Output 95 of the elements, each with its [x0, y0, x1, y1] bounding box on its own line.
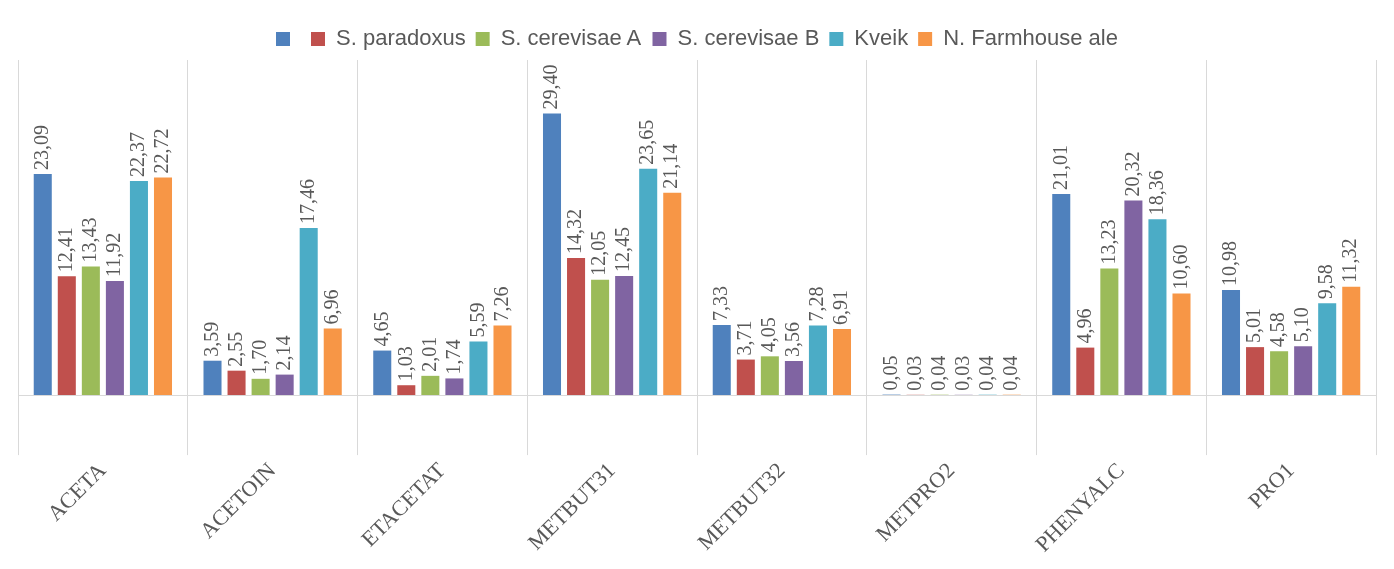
data-label: 3,59 — [199, 321, 222, 357]
bar — [323, 328, 342, 396]
data-label: 7,28 — [805, 286, 828, 322]
bar — [1148, 219, 1167, 396]
bar — [712, 324, 731, 396]
data-label: 12,41 — [54, 227, 77, 273]
data-label: 21,01 — [1048, 144, 1071, 190]
data-label: 6,91 — [829, 289, 852, 325]
bar — [227, 370, 246, 396]
data-label: 4,58 — [1266, 312, 1289, 348]
bar — [105, 280, 124, 396]
data-label: 0,04 — [998, 355, 1021, 391]
data-label: 13,23 — [1096, 219, 1119, 265]
bar — [57, 276, 76, 396]
data-label: 13,43 — [78, 217, 101, 263]
bar — [760, 356, 779, 396]
data-label: 9,58 — [1314, 264, 1337, 300]
bar — [1052, 193, 1071, 396]
bar — [1342, 286, 1361, 396]
bar — [736, 359, 755, 396]
bar — [493, 325, 512, 396]
bar — [784, 361, 803, 396]
legend-label: Kveik — [854, 25, 910, 51]
data-label: 6,96 — [319, 289, 342, 325]
data-label: 23,09 — [30, 125, 53, 171]
bar — [1294, 346, 1313, 396]
data-label: 5,10 — [1290, 307, 1313, 343]
data-label: 0,05 — [878, 355, 901, 391]
data-label: 20,32 — [1120, 151, 1143, 197]
data-label: 11,32 — [1338, 238, 1361, 283]
data-label: 18,36 — [1144, 170, 1167, 216]
data-label: 1,03 — [393, 346, 416, 382]
data-label: 1,74 — [441, 339, 464, 375]
data-label: 12,45 — [611, 226, 634, 272]
bar — [832, 328, 852, 396]
legend-label: S. cerevisae B — [677, 25, 820, 51]
bar — [1221, 289, 1241, 396]
legend-label: S. cerevisae A — [500, 25, 642, 51]
data-label: 3,56 — [781, 322, 804, 357]
data-label: 1,70 — [247, 339, 270, 375]
data-label: 0,04 — [926, 355, 949, 391]
data-label: 3,71 — [733, 320, 756, 356]
data-label: 5,59 — [465, 302, 488, 338]
data-label: 14,32 — [563, 208, 586, 254]
bar — [591, 279, 610, 396]
data-label: 4,65 — [369, 311, 392, 347]
data-label: 7,26 — [489, 286, 512, 322]
data-label: 4,96 — [1072, 308, 1095, 344]
data-label: 0,04 — [974, 355, 997, 391]
data-label: 5,01 — [1242, 308, 1265, 344]
bar — [33, 174, 52, 396]
bar — [397, 385, 416, 396]
bar — [275, 374, 294, 396]
bar — [445, 378, 464, 396]
bar — [1124, 200, 1143, 396]
bar — [1076, 347, 1095, 396]
bar — [663, 192, 682, 396]
bar — [421, 375, 440, 396]
data-label: 0,03 — [950, 355, 973, 391]
data-label: 2,14 — [271, 335, 294, 371]
bar — [153, 177, 173, 396]
bar — [251, 378, 270, 396]
data-label: 22,72 — [150, 128, 173, 174]
bar — [129, 180, 148, 396]
data-label: 10,98 — [1218, 240, 1241, 286]
data-label: 29,40 — [539, 64, 562, 110]
bar — [203, 360, 222, 396]
bar — [615, 275, 634, 396]
bar — [299, 227, 318, 396]
bar — [639, 168, 658, 396]
bar — [1318, 303, 1337, 396]
bar — [1100, 268, 1119, 396]
bar — [1246, 347, 1265, 396]
data-label: 11,92 — [102, 232, 125, 277]
bar — [469, 341, 488, 396]
bar — [1172, 293, 1191, 396]
data-label: 17,46 — [295, 178, 318, 224]
data-label: 2,55 — [223, 331, 246, 367]
bar — [808, 325, 827, 396]
bar — [1270, 351, 1289, 396]
data-label: 4,05 — [757, 317, 780, 353]
data-label: 2,01 — [417, 336, 440, 372]
data-label: 10,60 — [1168, 244, 1191, 290]
legend-label: S. paradoxus — [336, 25, 466, 51]
data-label: 22,37 — [126, 131, 149, 177]
bar — [373, 350, 392, 396]
data-label: 21,14 — [659, 143, 682, 189]
data-label: 7,33 — [709, 285, 732, 321]
legend-label: N. Farmhouse ale — [943, 25, 1118, 51]
data-label: 23,65 — [635, 119, 658, 165]
bar — [542, 113, 562, 396]
data-label: 0,03 — [902, 355, 925, 391]
bar — [567, 257, 586, 396]
bar — [81, 266, 100, 396]
data-label: 12,05 — [587, 230, 610, 276]
